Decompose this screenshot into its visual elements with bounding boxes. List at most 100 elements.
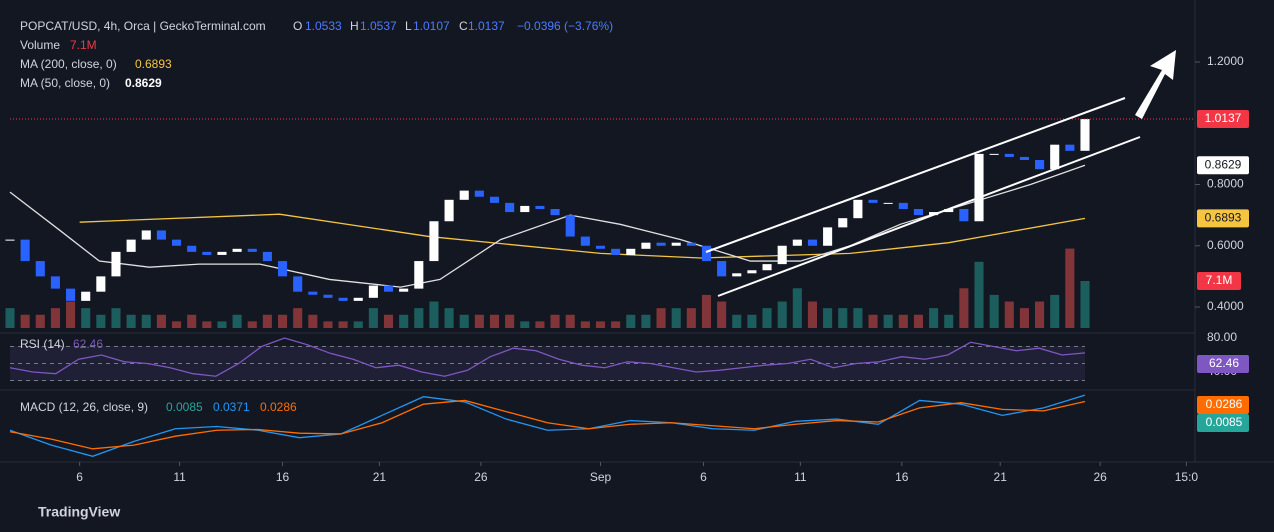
candle [898, 202, 908, 209]
volume-bar [429, 301, 439, 328]
volume-bar [898, 314, 908, 328]
volume-bar [747, 314, 757, 328]
x-tick-label: 26 [1093, 470, 1107, 484]
candle [626, 248, 636, 255]
ma200-value: 0.6893 [135, 57, 172, 71]
volume-bar [656, 308, 666, 328]
candle [565, 215, 575, 237]
macd-hist-value: 0.0085 [166, 400, 203, 414]
h-value: 1.0537 [360, 19, 397, 33]
volume-bar [626, 314, 636, 328]
volume-bar [732, 314, 742, 328]
volume-bar [172, 321, 182, 328]
x-tick-label: 6 [700, 470, 707, 484]
volume-bar [611, 321, 621, 328]
header: POPCAT/USD, 4h, Orca | GeckoTerminal.com… [20, 19, 613, 414]
volume-bar [823, 308, 833, 328]
c-value: 1.0137 [468, 19, 505, 33]
price-tag [1197, 110, 1249, 129]
x-tick-label: 21 [373, 470, 387, 484]
volume-bar [5, 308, 15, 328]
candle [868, 199, 878, 203]
volume-name: Volume [20, 38, 60, 52]
candle [383, 285, 394, 292]
candle [308, 291, 318, 295]
volume-bar [232, 314, 242, 328]
candle [277, 261, 288, 277]
candle [368, 285, 378, 298]
volume-bar [595, 321, 606, 328]
candle [535, 205, 545, 209]
volume-bar [474, 314, 484, 328]
volume-bar [353, 321, 363, 328]
candle [913, 209, 923, 216]
candle [126, 239, 136, 252]
volume-bar [580, 321, 590, 328]
volume-bar [247, 321, 257, 328]
candle [671, 242, 681, 246]
l-label: L [405, 19, 412, 33]
candle [762, 264, 772, 271]
candle [717, 261, 727, 277]
signal-line [9, 399, 1086, 450]
volume-bar [35, 314, 45, 328]
price-tag [1197, 156, 1249, 175]
candle [1065, 144, 1075, 151]
volume-bar [383, 314, 394, 328]
x-tick-label: Sep [590, 470, 612, 484]
x-tick-label: 26 [474, 470, 488, 484]
candle [823, 227, 833, 246]
x-tick-label: 11 [794, 470, 807, 484]
x-tick-label: 15:0 [1175, 470, 1199, 484]
volume-bar [459, 314, 469, 328]
candle [550, 209, 560, 216]
candle [505, 202, 515, 213]
volume-bar [187, 314, 197, 328]
candle [641, 242, 651, 249]
volume-bar [883, 314, 893, 328]
volume-bar [807, 301, 818, 328]
candle [217, 251, 227, 255]
candle [944, 209, 954, 213]
x-tick-label: 6 [76, 470, 83, 484]
candle [66, 288, 76, 301]
volume-bar [777, 301, 787, 328]
candle [883, 202, 893, 204]
volume-bar [1065, 248, 1075, 328]
candle [111, 251, 121, 277]
volume-bar [520, 321, 530, 328]
candle [141, 230, 151, 240]
volume-bar [1004, 301, 1014, 328]
volume-bar [81, 308, 91, 328]
rsi-name: RSI (14) [20, 337, 65, 351]
ma200-line [79, 213, 1086, 259]
volume-bar [96, 314, 106, 328]
rsi-tick-label: 80.00 [1207, 330, 1237, 344]
candle [701, 245, 712, 262]
volume-bar [50, 308, 60, 328]
candle [1004, 153, 1014, 157]
candle [202, 251, 212, 255]
candle [323, 294, 333, 298]
volume-bar [414, 308, 424, 328]
candle [1050, 144, 1060, 170]
volume-bar [989, 294, 999, 328]
candle [459, 190, 469, 200]
volume-bar [913, 314, 923, 328]
candle [686, 242, 696, 246]
arrow [1135, 50, 1176, 119]
candle [399, 288, 409, 292]
volume-bar [1019, 308, 1029, 328]
volume-bar [338, 321, 348, 328]
volume-bar [444, 308, 454, 328]
candle [611, 248, 621, 255]
candle [247, 248, 257, 252]
volume-bar [838, 308, 848, 328]
change: −0.0396 (−3.76%) [517, 19, 613, 33]
candle [1080, 119, 1090, 151]
ma50-value: 0.8629 [125, 76, 162, 90]
volume-bar [671, 308, 681, 328]
candle [338, 297, 348, 301]
candle [20, 239, 30, 262]
